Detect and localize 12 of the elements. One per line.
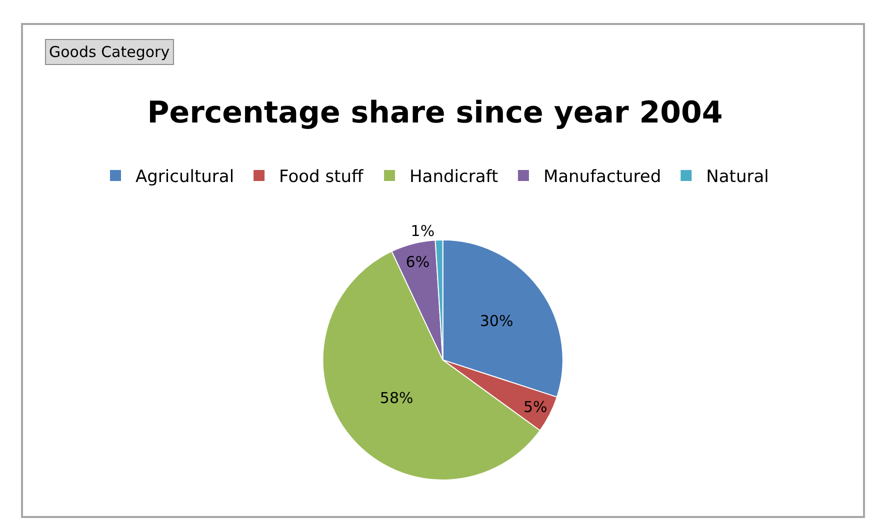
chart-title: Percentage share since year 2004 bbox=[147, 96, 723, 130]
data-label: 5% bbox=[523, 398, 548, 416]
legend-label: Handicraft bbox=[410, 167, 498, 188]
data-label: 1% bbox=[410, 222, 435, 240]
data-label: 30% bbox=[480, 312, 514, 330]
legend-label: Food stuff bbox=[279, 167, 365, 188]
data-label: 6% bbox=[406, 253, 430, 272]
legend-label: Natural bbox=[706, 167, 769, 188]
text: Goods Category bbox=[49, 43, 170, 61]
legend-label: Agricultural bbox=[136, 167, 234, 188]
data-label: 58% bbox=[380, 389, 414, 408]
legend-label: Manufactured bbox=[543, 167, 662, 188]
